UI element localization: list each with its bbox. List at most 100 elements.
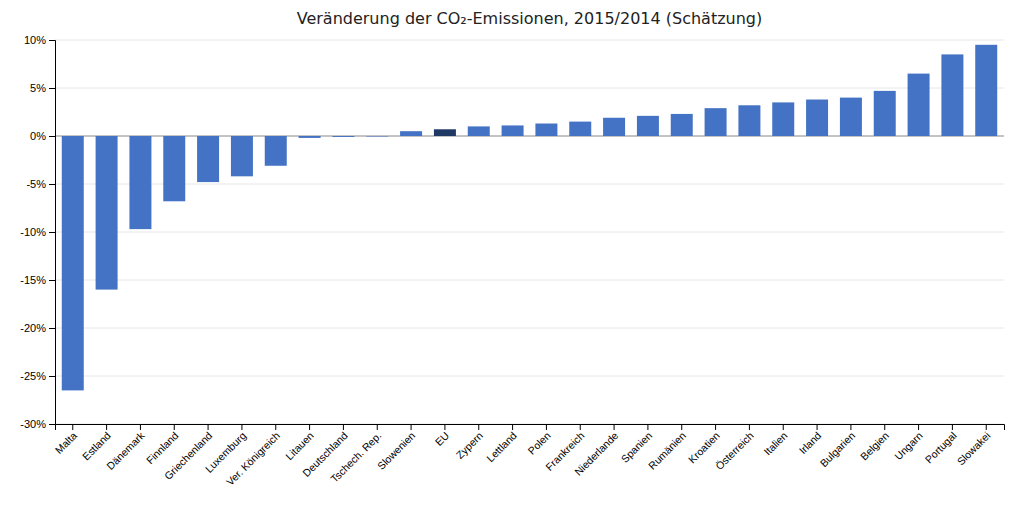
bar: [738, 105, 760, 136]
bar: [468, 126, 490, 136]
y-tick: 0%: [30, 130, 55, 142]
bar: [502, 125, 524, 136]
tick-mark: [72, 424, 73, 430]
tick-mark: [817, 424, 818, 430]
tick-mark: [343, 424, 344, 430]
tick-label: -15%: [20, 274, 46, 286]
tick-mark: [918, 424, 919, 430]
grid: [55, 40, 1004, 424]
x-tick: Tschech. Rep.: [328, 424, 384, 485]
title: Veränderung der CO₂-Emissionen, 2015/201…: [297, 9, 763, 28]
bar: [265, 136, 287, 166]
bar: [96, 136, 118, 290]
bar: [231, 136, 253, 176]
bar: [603, 118, 625, 136]
x-axis: MaltaEstlandDänemarkFinnlandGriechenland…: [52, 424, 1004, 488]
tick-label: Zypern: [453, 429, 485, 461]
bar: [671, 114, 693, 136]
x-tick: Estland: [80, 424, 113, 462]
x-tick: Rumänien: [646, 424, 688, 472]
bar: [806, 100, 828, 136]
tick-mark: [275, 424, 276, 430]
tick-mark: [140, 424, 141, 430]
tick-mark: [850, 424, 851, 430]
plot: -30%-25%-20%-15%-10%-5%0%5%10%MaltaEstla…: [20, 34, 1004, 488]
x-tick: Polen: [525, 424, 553, 457]
bar: [197, 136, 219, 182]
tick-mark: [681, 424, 682, 430]
grid-line: [55, 232, 1004, 233]
tick-label: -10%: [20, 226, 46, 238]
tick-label: 0%: [30, 130, 46, 142]
x-tick: Niederlande: [572, 424, 621, 478]
tick-label: 10%: [24, 34, 46, 46]
bar: [332, 136, 354, 138]
x-tick: Österreich: [713, 424, 756, 472]
y-tick: -10%: [20, 226, 55, 238]
tick-mark: [49, 40, 55, 41]
tick-mark: [580, 424, 581, 430]
tick-mark: [208, 424, 209, 430]
bar: [772, 102, 794, 136]
tick-mark: [49, 376, 55, 377]
bar: [434, 129, 456, 136]
x-tick: Slowakei: [954, 424, 992, 467]
tick-mark: [174, 424, 175, 430]
bar: [62, 136, 84, 390]
tick-label: Dänemark: [104, 429, 147, 472]
y-tick: -5%: [26, 178, 55, 190]
tick-mark: [49, 88, 55, 89]
bar: [941, 54, 963, 136]
y-tick: -25%: [20, 370, 55, 382]
tick-mark: [952, 424, 953, 430]
tick-mark: [783, 424, 784, 430]
bar: [535, 124, 557, 136]
x-tick: Litauen: [283, 424, 316, 462]
tick-label: Rumänien: [646, 429, 688, 471]
tick-mark: [444, 424, 445, 430]
tick-label: Litauen: [283, 429, 316, 462]
chart: -30%-25%-20%-15%-10%-5%0%5%10%MaltaEstla…: [0, 0, 1024, 516]
bar: [874, 91, 896, 136]
tick-label: 5%: [30, 82, 46, 94]
bar: [366, 136, 388, 137]
x-tick: Zypern: [453, 424, 485, 461]
tick-label: Malta: [52, 429, 79, 456]
tick-mark: [49, 424, 55, 425]
x-tick: Irland: [796, 424, 823, 456]
tick-mark: [106, 424, 107, 430]
tick-mark: [49, 280, 55, 281]
grid-line: [55, 328, 1004, 329]
bar: [569, 122, 591, 136]
y-tick: -30%: [20, 418, 55, 430]
x-tick: Lettland: [484, 424, 519, 464]
x-tick: Griechenland: [162, 424, 215, 482]
tick-label: Slowakei: [954, 429, 992, 467]
tick-mark: [49, 184, 55, 185]
x-tick: Malta: [52, 424, 79, 456]
tick-label: EU: [432, 429, 451, 448]
tick-label: Lettland: [484, 429, 519, 464]
grid-line: [55, 280, 1004, 281]
tick-label: -5%: [26, 178, 46, 190]
tick-mark: [986, 424, 987, 430]
tick-label: Ver. Königreich: [224, 429, 283, 488]
grid-line: [55, 40, 1004, 41]
grid-line: [55, 88, 1004, 89]
tick-label: Italien: [761, 429, 789, 457]
tick-mark: [749, 424, 750, 430]
tick-mark: [647, 424, 648, 430]
tick-mark: [411, 424, 412, 430]
x-tick: Bulgarien: [817, 424, 857, 469]
tick-mark: [478, 424, 479, 430]
tick-mark: [241, 424, 242, 430]
x-tick: Ver. Königreich: [224, 424, 283, 488]
bar: [908, 74, 930, 136]
tick-mark: [49, 328, 55, 329]
tick-mark: [49, 136, 55, 137]
tick-label: Irland: [796, 429, 823, 456]
tick-mark: [49, 232, 55, 233]
bar: [299, 136, 321, 138]
bar: [705, 108, 727, 136]
x-tick: Belgien: [858, 424, 891, 462]
